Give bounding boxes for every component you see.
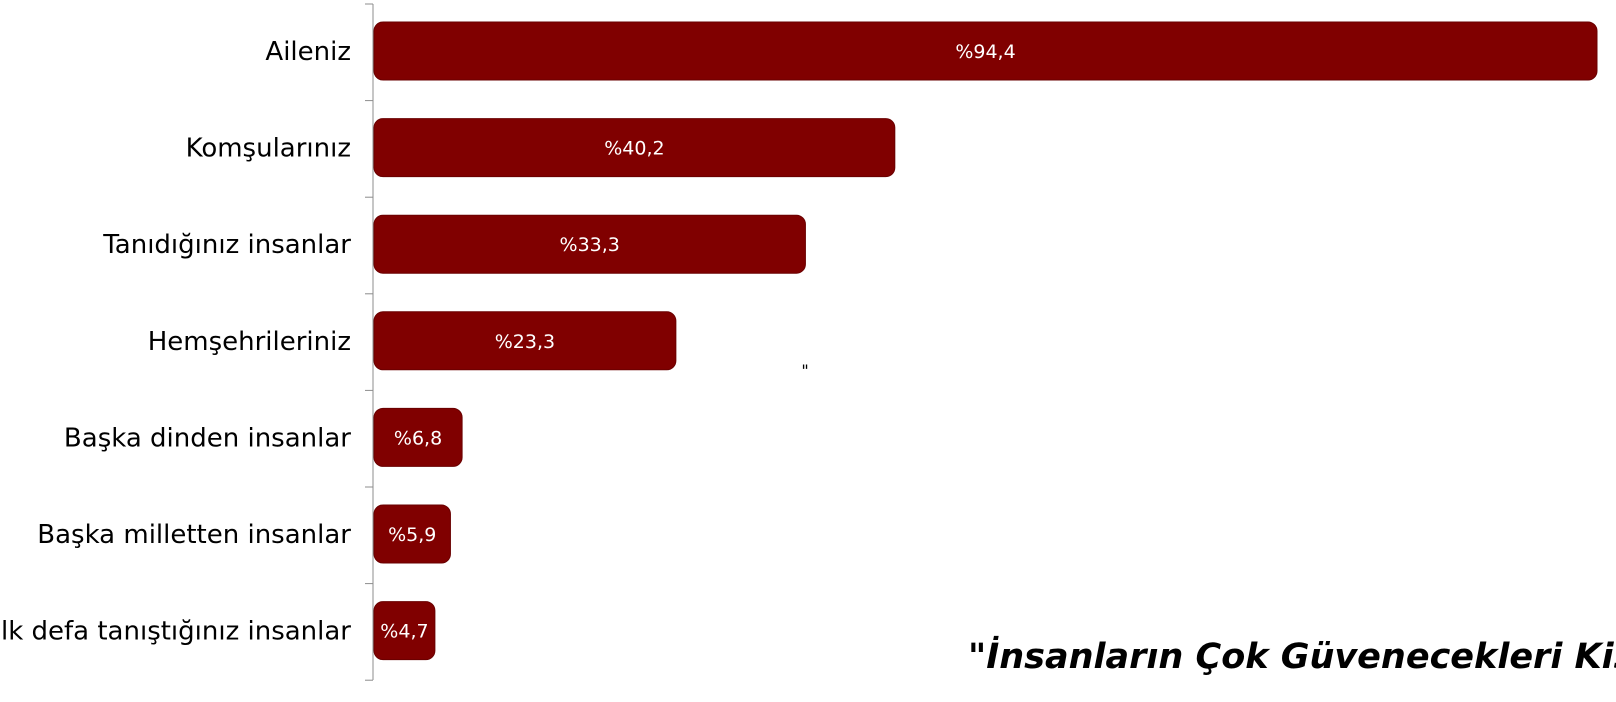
bar-value-label: %33,3 bbox=[560, 234, 620, 256]
category-label: Komşularınız bbox=[186, 134, 351, 164]
bar bbox=[373, 601, 436, 661]
stray-quote-mark: " bbox=[801, 361, 808, 380]
bar-value-label: %5,9 bbox=[388, 524, 436, 546]
bar-value-label: %4,7 bbox=[380, 621, 428, 643]
category-label: Hemşehrileriniz bbox=[148, 327, 351, 357]
bars-layer bbox=[373, 21, 1598, 661]
category-label: Başka milletten insanlar bbox=[37, 520, 351, 550]
bar bbox=[373, 504, 451, 564]
bar-value-label: %94,4 bbox=[955, 41, 1015, 63]
labels-layer: %94,4 Aileniz %40,2 Komşularınız %33,3 Tanıdı… bbox=[0, 37, 1016, 647]
bar-value-label: %23,3 bbox=[495, 331, 555, 353]
bar bbox=[373, 118, 896, 178]
bar-value-label: %40,2 bbox=[604, 138, 664, 160]
bar-value-label: %6,8 bbox=[394, 427, 442, 449]
category-label: Aileniz bbox=[265, 37, 351, 67]
axis-layer bbox=[365, 3, 374, 681]
category-label: Tanıdığınız insanlar bbox=[102, 230, 351, 260]
bar bbox=[373, 311, 677, 371]
bar bbox=[373, 407, 463, 467]
category-label: Başka dinden insanlar bbox=[64, 423, 351, 453]
category-label: İlk defa tanıştığınız insanlar bbox=[0, 615, 351, 647]
bar bbox=[373, 214, 806, 274]
chart-caption: "İnsanların Çok Güvenecekleri Kişi bbox=[968, 637, 1616, 677]
bar bbox=[373, 21, 1598, 81]
